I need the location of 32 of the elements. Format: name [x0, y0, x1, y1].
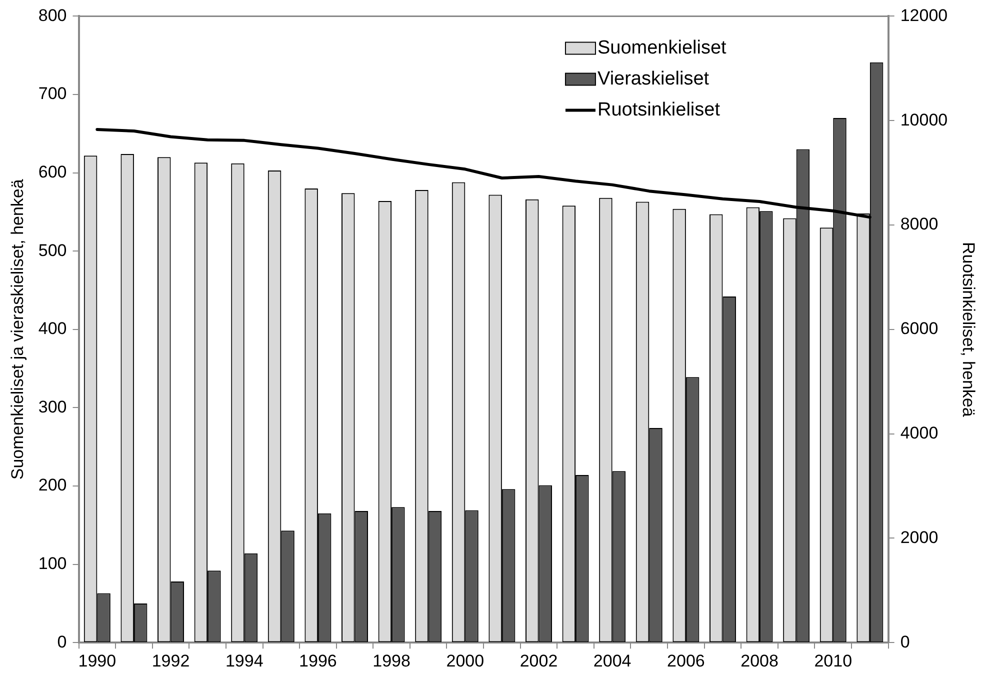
x-tick-label: 1998 [372, 651, 410, 670]
y2-tick-label: 0 [900, 632, 910, 652]
y-tick-label: 800 [38, 6, 67, 25]
x-tick-label: 2008 [740, 651, 778, 670]
x-tick-label: 1992 [152, 651, 190, 670]
x-tick-label: 2006 [667, 651, 705, 670]
y2-tick-label: 12000 [900, 6, 948, 25]
y-tick-label: 600 [38, 162, 67, 182]
y-tick-label: 0 [57, 632, 67, 652]
y-tick-label: 700 [38, 84, 67, 104]
y-tick-label: 500 [38, 240, 67, 260]
x-tick-label: 2010 [814, 651, 852, 670]
y2-tick-label: 10000 [900, 110, 948, 130]
y-tick-label: 200 [38, 476, 67, 495]
x-tick-label: 1996 [299, 651, 337, 670]
x-tick-label: 2000 [446, 651, 484, 670]
x-tick-label: 1990 [78, 651, 116, 670]
y-axis-title: Suomenkieliset ja vieraskieliset, henkeä [8, 178, 27, 480]
x-tick-label: 2004 [593, 651, 632, 670]
y2-tick-label: 8000 [900, 214, 938, 234]
legend-label: Ruotsinkieliset [597, 99, 721, 120]
y2-tick-label: 2000 [900, 528, 938, 547]
y2-tick-label: 4000 [900, 423, 938, 442]
legend-label: Suomenkieliset [597, 37, 728, 58]
y-tick-label: 100 [38, 554, 67, 573]
y2-axis-title: Ruotsinkieliset, henkeä [959, 242, 978, 418]
y2-tick-label: 6000 [900, 319, 938, 338]
y-tick-label: 300 [38, 397, 67, 416]
x-tick-label: 2002 [520, 651, 558, 670]
y-tick-label: 400 [38, 319, 67, 338]
x-tick-label: 1994 [225, 651, 264, 670]
legend-label: Vieraskieliset [597, 68, 710, 90]
